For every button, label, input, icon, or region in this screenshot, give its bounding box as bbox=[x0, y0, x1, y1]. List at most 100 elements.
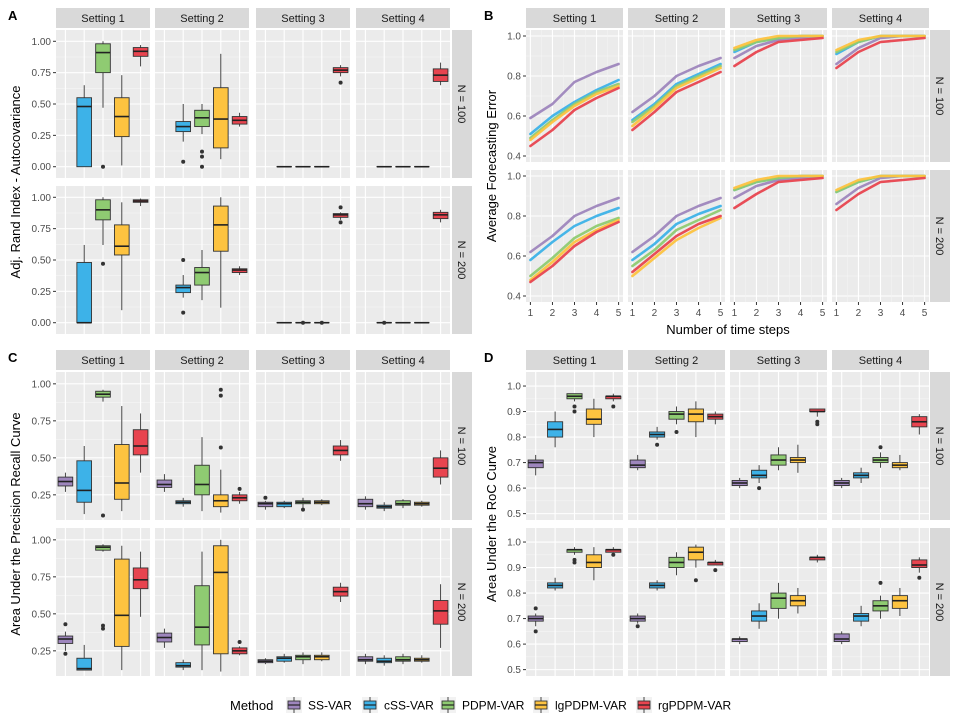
box-rgpdpm-var bbox=[432, 209, 449, 223]
box-pdpm-var bbox=[194, 249, 210, 301]
box-body bbox=[213, 205, 229, 252]
strip-label: Setting 3 bbox=[281, 13, 324, 25]
facet-r1-c1 bbox=[526, 30, 623, 162]
series-line-pdpm-var bbox=[529, 216, 620, 278]
outlier-point bbox=[917, 575, 922, 580]
box-body bbox=[687, 408, 704, 423]
box-rgpdpm-var bbox=[231, 639, 248, 656]
box-css-var bbox=[751, 465, 768, 491]
box-lgpdpm-var bbox=[687, 544, 704, 583]
box-rgpdpm-var bbox=[432, 584, 449, 648]
box-css-var bbox=[547, 411, 564, 448]
strip-1 bbox=[526, 350, 623, 370]
y-tick-label: 0.25 bbox=[32, 646, 52, 657]
box-pdpm-var bbox=[668, 406, 685, 434]
x-tick-label: 4 bbox=[696, 308, 702, 319]
x-tick-label: 1 bbox=[630, 308, 636, 319]
outlier-point bbox=[878, 445, 883, 450]
box-rgpdpm-var bbox=[809, 408, 826, 427]
y-tick-label: 0.75 bbox=[32, 416, 52, 427]
x-tick-label: 2 bbox=[856, 308, 862, 319]
box-body bbox=[76, 460, 92, 503]
box-rgpdpm-var bbox=[911, 557, 928, 580]
outlier-point bbox=[655, 442, 660, 447]
series-line-lgpdpm-var bbox=[835, 174, 926, 192]
box-pdpm-var bbox=[295, 652, 311, 665]
y-tick-label: 1.0 bbox=[507, 32, 521, 43]
series-line-lgpdpm-var bbox=[529, 218, 620, 282]
y-tick-label: 0.5 bbox=[507, 509, 521, 520]
x-tick-label: 3 bbox=[572, 308, 578, 319]
y-tick-label: 0.25 bbox=[32, 287, 52, 298]
legend-label: lgPDPM-VAR bbox=[555, 699, 627, 713]
row-strip-label: N = 100 bbox=[455, 85, 467, 124]
box-body bbox=[432, 600, 449, 625]
box-ss-var bbox=[833, 477, 850, 489]
y-tick-label: 0.00 bbox=[32, 318, 52, 329]
y-tick-label: 0.8 bbox=[507, 589, 521, 600]
outlier-point bbox=[572, 560, 577, 565]
outlier-point bbox=[533, 629, 538, 634]
box-body bbox=[114, 558, 130, 647]
series-line-pdpm-var bbox=[529, 82, 620, 140]
box-body bbox=[891, 595, 908, 609]
outlier-point bbox=[319, 320, 324, 325]
strip-4 bbox=[356, 8, 450, 28]
box-css-var bbox=[175, 497, 191, 507]
outlier-point bbox=[200, 149, 204, 154]
y-tick-label: 1.00 bbox=[32, 193, 52, 204]
outlier-point bbox=[611, 552, 616, 557]
facet-r2-c3 bbox=[256, 528, 350, 676]
outlier-point bbox=[338, 205, 343, 210]
y-tick-label: 0.75 bbox=[32, 224, 52, 235]
box-body bbox=[527, 459, 544, 469]
box-rgpdpm-var bbox=[605, 393, 622, 409]
box-ss-var bbox=[731, 477, 748, 489]
x-tick-label: 4 bbox=[594, 308, 600, 319]
x-tick-label: 5 bbox=[820, 308, 826, 319]
outlier-point bbox=[713, 568, 718, 573]
box-ss-var bbox=[57, 472, 74, 492]
box-css-var bbox=[175, 258, 191, 315]
box-rgpdpm-var bbox=[132, 413, 149, 473]
y-axis-title: Area Under the RoC Curve bbox=[484, 446, 499, 602]
box-css-var bbox=[751, 603, 768, 629]
strip-3 bbox=[256, 8, 350, 28]
box-body bbox=[194, 267, 210, 286]
outlier-point bbox=[101, 164, 105, 169]
outlier-point bbox=[338, 80, 343, 85]
box-rgpdpm-var bbox=[707, 559, 724, 573]
x-tick-label: 2 bbox=[652, 308, 658, 319]
facet-r1-c4 bbox=[832, 30, 929, 162]
strip-label: Setting 1 bbox=[553, 13, 596, 25]
facet-r1-c4 bbox=[356, 372, 450, 520]
facet-r2-c1 bbox=[56, 528, 150, 676]
box-css-var bbox=[276, 653, 292, 663]
row-strip-1 bbox=[452, 372, 472, 520]
panel-d: D Setting 1 Setting 2 Setting 3 Setting 4 N =… bbox=[484, 350, 950, 676]
x-tick-label: 5 bbox=[718, 308, 724, 319]
outlier-point bbox=[101, 623, 105, 628]
outlier-point bbox=[63, 622, 68, 627]
box-lgpdpm-var bbox=[314, 652, 330, 662]
y-tick-label: 0.6 bbox=[507, 252, 521, 263]
facet-r2-c3 bbox=[256, 186, 350, 334]
facet-r2-c1 bbox=[526, 528, 623, 676]
strip-label: Setting 1 bbox=[81, 355, 124, 367]
facet-r2-c2 bbox=[628, 528, 725, 676]
box-rgpdpm-var bbox=[231, 266, 248, 276]
outlier-point bbox=[674, 429, 679, 434]
box-body bbox=[911, 559, 928, 569]
outlier-point bbox=[693, 578, 698, 583]
box-pdpm-var bbox=[95, 544, 111, 631]
box-lgpdpm-var bbox=[414, 500, 430, 507]
box-lgpdpm-var bbox=[789, 444, 806, 473]
legend-label: rgPDPM-VAR bbox=[658, 699, 731, 713]
box-rgpdpm-var bbox=[332, 65, 349, 85]
facet-r1-c3 bbox=[256, 372, 350, 520]
box-pdpm-var bbox=[95, 389, 111, 518]
box-lgpdpm-var bbox=[789, 587, 806, 614]
row-strip-1 bbox=[452, 30, 472, 178]
series-line-css-var bbox=[529, 206, 620, 262]
